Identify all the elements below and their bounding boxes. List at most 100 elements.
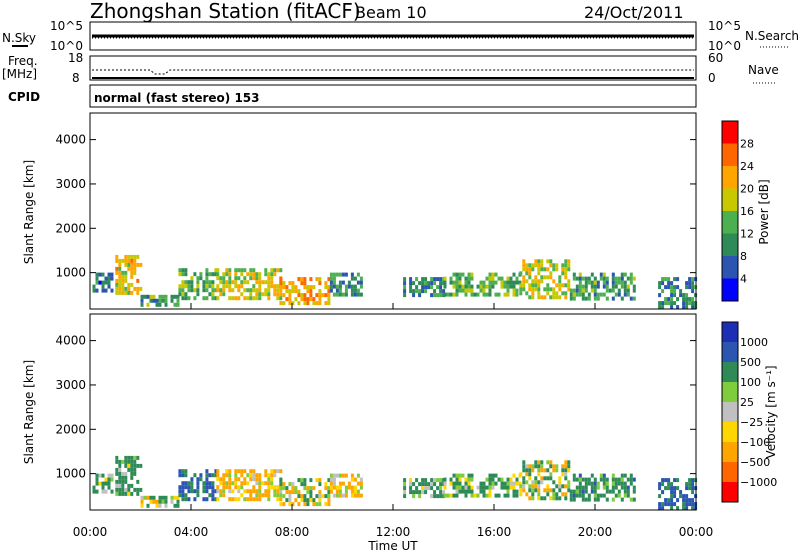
scatter-cell	[558, 287, 562, 292]
scatter-cell	[136, 487, 140, 492]
scatter-cell	[130, 491, 134, 496]
scatter-cell	[558, 279, 562, 284]
scatter-cell	[237, 268, 241, 273]
scatter-cell	[558, 484, 562, 489]
scatter-cell	[318, 482, 322, 487]
scatter-cell	[512, 493, 516, 498]
scatter-cell	[488, 473, 492, 478]
scatter-cell	[522, 267, 526, 272]
scatter-cell	[509, 485, 513, 490]
scatter-cell	[575, 485, 579, 490]
scatter-cell	[234, 284, 238, 289]
scatter-cell	[184, 469, 188, 474]
scatter-cell	[258, 489, 262, 494]
colorbar-segment	[722, 362, 738, 382]
scatter-cell	[243, 469, 247, 474]
scatter-cell	[421, 281, 425, 286]
colorbar-tick-label: 1000	[740, 336, 768, 349]
scatter-cell	[115, 487, 119, 492]
scatter-cell	[211, 296, 215, 301]
scatter-cell	[136, 463, 140, 468]
scatter-cell	[691, 486, 695, 491]
scatter-cell	[353, 292, 357, 297]
scatter-cell	[543, 275, 547, 280]
scatter-cell	[424, 478, 428, 483]
scatter-cell	[515, 276, 519, 281]
scatter-cell	[252, 477, 256, 482]
scatter-cell	[130, 274, 134, 279]
scatter-cell	[670, 486, 674, 491]
scatter-cell	[494, 493, 498, 498]
scatter-cell	[184, 296, 188, 301]
scatter-cell	[515, 489, 519, 494]
scatter-cell	[552, 468, 556, 473]
scatter-cell	[181, 473, 185, 478]
scatter-cell	[443, 292, 447, 297]
scatter-cell	[184, 280, 188, 285]
scatter-cell	[670, 494, 674, 499]
scatter-cell	[170, 298, 174, 303]
scatter-cell	[107, 485, 111, 490]
scatter-cell	[228, 485, 232, 490]
scatter-cell	[611, 489, 615, 494]
scatter-cell	[190, 481, 194, 486]
scatter-cell	[555, 291, 559, 296]
scatter-cell	[667, 297, 671, 302]
scatter-cell	[315, 494, 319, 499]
scatter-cell	[181, 284, 185, 289]
scatter-cell	[497, 477, 501, 482]
scatter-cell	[685, 293, 689, 298]
scatter-cell	[433, 293, 437, 298]
scatter-cell	[237, 477, 241, 482]
scatter-cell	[569, 288, 573, 293]
scatter-cell	[222, 485, 226, 490]
scatter-cell	[359, 292, 363, 297]
scatter-cell	[291, 482, 295, 487]
scatter-cell	[525, 263, 529, 268]
scatter-cell	[270, 473, 274, 478]
scatter-cell	[279, 292, 283, 297]
scatter-cell	[679, 494, 683, 499]
scatter-cell	[205, 481, 209, 486]
scatter-cell	[327, 494, 331, 499]
scatter-cell	[452, 272, 456, 277]
scatter-cell	[149, 298, 153, 303]
scatter-cell	[564, 291, 568, 296]
nsky-label: N.Sky	[2, 31, 36, 45]
scatter-cell	[537, 492, 541, 497]
scatter-cell	[555, 484, 559, 489]
scatter-cell	[140, 294, 144, 299]
scatter-cell	[519, 291, 523, 296]
scatter-cell	[264, 481, 268, 486]
scatter-cell	[503, 485, 507, 490]
scatter-cell	[178, 493, 182, 498]
scatter-cell	[512, 288, 516, 293]
scatter-cell	[685, 502, 689, 507]
scatter-cell	[288, 301, 292, 306]
scatter-cell	[98, 272, 102, 277]
scatter-cell	[136, 455, 140, 460]
scatter-cell	[455, 288, 459, 293]
scatter-cell	[543, 287, 547, 292]
scatter-cell	[661, 478, 665, 483]
scatter-cell	[115, 266, 119, 271]
scatter-cell	[161, 499, 165, 504]
scatter-cell	[528, 468, 532, 473]
scatter-cell	[549, 472, 553, 477]
scatter-cell	[187, 485, 191, 490]
scatter-cell	[190, 489, 194, 494]
scatter-cell	[327, 301, 331, 306]
scatter-cell	[353, 288, 357, 293]
scatter-cell	[673, 301, 677, 306]
scatter-cell	[464, 288, 468, 293]
scatter-cell	[127, 258, 131, 263]
scatter-cell	[412, 494, 416, 499]
scatter-cell	[403, 490, 407, 495]
scatter-cell	[208, 473, 212, 478]
cpid-label: CPID	[8, 90, 40, 104]
scatter-cell	[240, 473, 244, 478]
scatter-cell	[136, 491, 140, 496]
